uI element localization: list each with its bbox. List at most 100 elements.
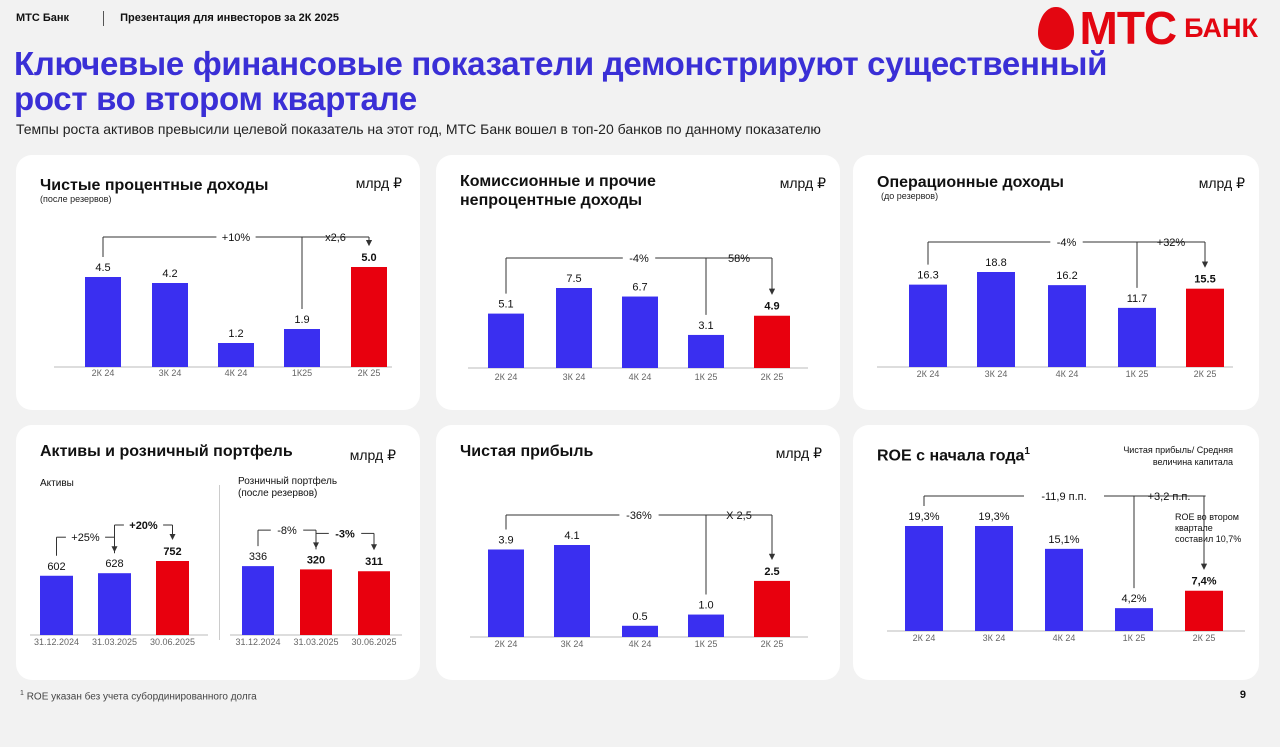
roe-tick-label-4: 2К 25: [1193, 633, 1216, 643]
fee-change-label-0: -4%: [629, 253, 649, 265]
card-net-interest-income: Чистые процентные доходы (после резервов…: [16, 155, 420, 410]
profit-bar-2: [622, 625, 658, 637]
opinc-value-label-3: 11.7: [1127, 293, 1148, 305]
nii-value-label-4: 5.0: [361, 252, 376, 264]
roe-tick-label-2: 4К 24: [1053, 633, 1076, 643]
card-net-profit: Чистая прибыль млрд ₽ 3.9 2К 24 4.1 3К 24 0.…: [436, 425, 840, 680]
profit-change-label-1: X 2,5: [726, 510, 752, 522]
fee-value-label-0: 5.1: [498, 299, 513, 311]
roe-change-1: [1132, 495, 1207, 589]
fee-value-label-4: 4.9: [764, 301, 779, 313]
opinc-bar-1: [977, 272, 1015, 367]
nii-bar-2: [218, 343, 254, 367]
opinc-bar-2: [1048, 285, 1086, 367]
card-fee-income: Комиссионные и прочие непроцентные доход…: [436, 155, 840, 410]
presentation-name: Презентация для инвесторов за 2К 2025: [120, 12, 340, 24]
opinc-tick-label-0: 2К 24: [917, 369, 940, 379]
roe-annotation: ROE во втором квартале составил 10,7%: [1175, 512, 1241, 544]
fee-bar-1: [556, 288, 592, 368]
nii-change-1: [301, 236, 372, 309]
fee-value-label-3: 3.1: [698, 320, 713, 332]
profit-value-label-0: 3.9: [498, 534, 513, 546]
unit-label: Чистая прибыль/ Средняя величина капитал…: [1123, 445, 1233, 467]
assets-change-label-1: +20%: [129, 520, 158, 532]
profit-bar-3: [688, 614, 724, 637]
fee-tick-label-1: 3К 24: [563, 372, 586, 382]
assets-chart: 602 31.12.2024 628 31.03.2025 752 30.06.2025 +…: [30, 520, 402, 647]
nii-change-label-1: x2,6: [325, 232, 346, 244]
roe-chart: 19,3% 2К 24 19,3% 3К 24 15,1% 4К 24 4,2% 1К 25 7…: [887, 491, 1245, 643]
roe-tick-label-1: 3К 24: [983, 633, 1006, 643]
roe-bar-3: [1115, 608, 1153, 631]
profit-bar-0: [488, 549, 524, 637]
fee-change-1: [705, 257, 775, 315]
profit-tick-label-2: 4К 24: [629, 639, 652, 649]
assets-value-label-2: 752: [163, 546, 181, 558]
header-divider: [103, 10, 105, 26]
nii-value-label-2: 1.2: [228, 328, 243, 340]
assets-tick-label-2: 30.06.2025: [150, 637, 195, 647]
profit-change-1: [705, 514, 775, 595]
unit-label: млрд ₽: [349, 447, 396, 463]
opinc-tick-label-3: 1К 25: [1126, 369, 1149, 379]
fee-tick-label-2: 4К 24: [629, 372, 652, 382]
fee-bar-3: [688, 334, 724, 368]
nii-tick-label-2: 4К 24: [225, 368, 248, 378]
logo-bank: БАНК: [1184, 12, 1258, 43]
assets-tick-label-0: 31.12.2024: [34, 637, 79, 647]
unit-label: млрд ₽: [775, 445, 822, 461]
assets-bar-2: [156, 561, 189, 635]
opinc-change-label-0: -4%: [1057, 237, 1077, 249]
profit-value-label-2: 0.5: [632, 611, 647, 623]
assets-value-label-1: 628: [105, 558, 123, 570]
card-roe: ROE с начала года1 Чистая прибыль/ Средн…: [853, 425, 1259, 680]
card-assets-retail: Активы и розничный портфель млрд ₽ Актив…: [16, 425, 420, 680]
roe-change-label-1: +3,2 п.п.: [1148, 491, 1191, 503]
profit-change-label-0: -36%: [626, 510, 652, 522]
roe-value-label-0: 19,3%: [908, 511, 939, 523]
opinc-tick-label-1: 3К 24: [985, 369, 1008, 379]
retail-label: Розничный портфель (после резервов): [238, 476, 338, 499]
profit-tick-label-0: 2К 24: [495, 639, 518, 649]
section-divider: [219, 485, 220, 640]
opinc-tick-label-2: 4К 24: [1056, 369, 1079, 379]
retail-bar-1: [300, 569, 332, 635]
profit-tick-label-1: 3К 24: [561, 639, 584, 649]
retail-tick-label-1: 31.03.2025: [293, 637, 338, 647]
nii-bar-3: [284, 329, 320, 367]
opinc-value-label-0: 16.3: [917, 270, 938, 282]
opinc-change-label-1: +32%: [1157, 237, 1186, 249]
assets-bar-1: [98, 573, 131, 635]
nii-tick-label-3: 1К25: [292, 368, 312, 378]
roe-tick-label-3: 1К 25: [1123, 633, 1146, 643]
nii-change-label-0: +10%: [222, 232, 251, 244]
card-title: Чистые процентные доходы: [40, 177, 269, 194]
card-title: Чистая прибыль: [460, 443, 594, 460]
footnote-text: ROE указан без учета субординированного …: [26, 691, 257, 703]
opinc-tick-label-4: 2К 25: [1194, 369, 1217, 379]
opinc-bar-0: [909, 284, 947, 367]
logo-mts: МТС: [1079, 2, 1178, 54]
opinc-change-1: [1136, 241, 1208, 288]
opinc-value-label-1: 18.8: [985, 257, 1006, 269]
page-title: Ключевые финансовые показатели демонстри…: [14, 45, 1108, 117]
roe-value-label-4: 7,4%: [1191, 576, 1216, 588]
roe-value-label-3: 4,2%: [1121, 593, 1146, 605]
assets-bar-0: [40, 575, 73, 635]
operating-income-chart: 16.3 2К 24 18.8 3К 24 16.2 4К 24 11.7 1К 25 15.5…: [877, 237, 1233, 379]
retail-change-label-0: -8%: [277, 525, 297, 537]
card-title: Операционные доходы: [877, 174, 1064, 191]
nii-tick-label-0: 2К 24: [92, 368, 115, 378]
card-operating-income: Операционные доходы (до резервов) млрд ₽…: [853, 155, 1259, 410]
fee-bar-2: [622, 296, 658, 368]
fee-value-label-1: 7.5: [566, 273, 581, 285]
profit-value-label-3: 1.0: [698, 600, 713, 612]
retail-tick-label-2: 30.06.2025: [351, 637, 396, 647]
card-title: Активы и розничный портфель: [40, 443, 293, 460]
assets-value-label-0: 602: [47, 561, 65, 573]
opinc-bar-4: [1186, 288, 1224, 367]
unit-label: млрд ₽: [355, 175, 402, 191]
fee-chart: 5.1 2К 24 7.5 3К 24 6.7 4К 24 3.1 1К 25 4.9 2К 25…: [468, 253, 808, 382]
roe-value-label-1: 19,3%: [978, 511, 1009, 523]
assets-label: Активы: [40, 478, 74, 489]
